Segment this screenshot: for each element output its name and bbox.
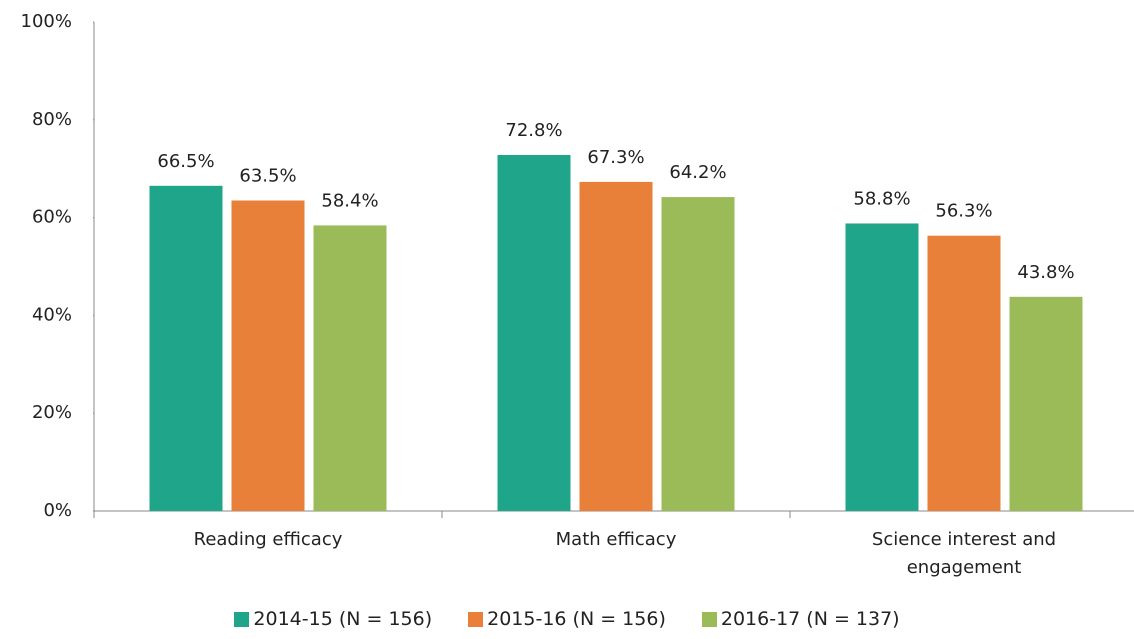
- bar: [661, 197, 735, 511]
- value-label: 43.8%: [1017, 262, 1074, 283]
- value-label: 63.5%: [239, 165, 296, 186]
- legend-swatch: [468, 611, 484, 627]
- value-label: 66.5%: [157, 151, 214, 172]
- bar: [845, 223, 919, 511]
- value-label: 56.3%: [935, 201, 992, 222]
- y-tick-label: 80%: [32, 109, 72, 130]
- legend-item: 2014-15 (N = 156): [234, 608, 432, 630]
- bar: [579, 181, 653, 511]
- legend-label: 2015-16 (N = 156): [487, 608, 666, 630]
- y-tick-label: 0%: [43, 500, 72, 521]
- x-tick-label: Reading efficacy: [193, 529, 343, 550]
- bar: [313, 225, 387, 511]
- bar: [1009, 296, 1083, 511]
- bar: [149, 185, 223, 511]
- legend-label: 2016-17 (N = 137): [720, 608, 900, 630]
- legend-item: 2015-16 (N = 156): [468, 608, 666, 630]
- legend-swatch: [701, 611, 717, 627]
- legend-swatch: [234, 611, 250, 627]
- legend-item: 2016-17 (N = 137): [701, 608, 900, 630]
- bar: [231, 200, 305, 512]
- y-tick-label: 60%: [32, 207, 72, 228]
- value-label: 58.4%: [321, 190, 378, 211]
- value-label: 67.3%: [587, 147, 644, 168]
- bar: [497, 155, 571, 511]
- value-label: 58.8%: [853, 188, 910, 209]
- y-tick-label: 20%: [32, 402, 72, 423]
- bar: [927, 235, 1001, 511]
- value-label: 64.2%: [669, 162, 726, 183]
- y-tick-label: 100%: [21, 11, 72, 32]
- x-tick-label: Science interest and engagement: [871, 529, 1057, 578]
- y-tick-label: 40%: [32, 304, 72, 325]
- x-tick-label: Math efficacy: [555, 529, 677, 550]
- value-label: 72.8%: [505, 120, 562, 141]
- legend-label: 2014-15 (N = 156): [253, 608, 433, 630]
- legend: 2014-15 (N = 156) 2015-16 (N = 156) 2016-1…: [0, 608, 1134, 630]
